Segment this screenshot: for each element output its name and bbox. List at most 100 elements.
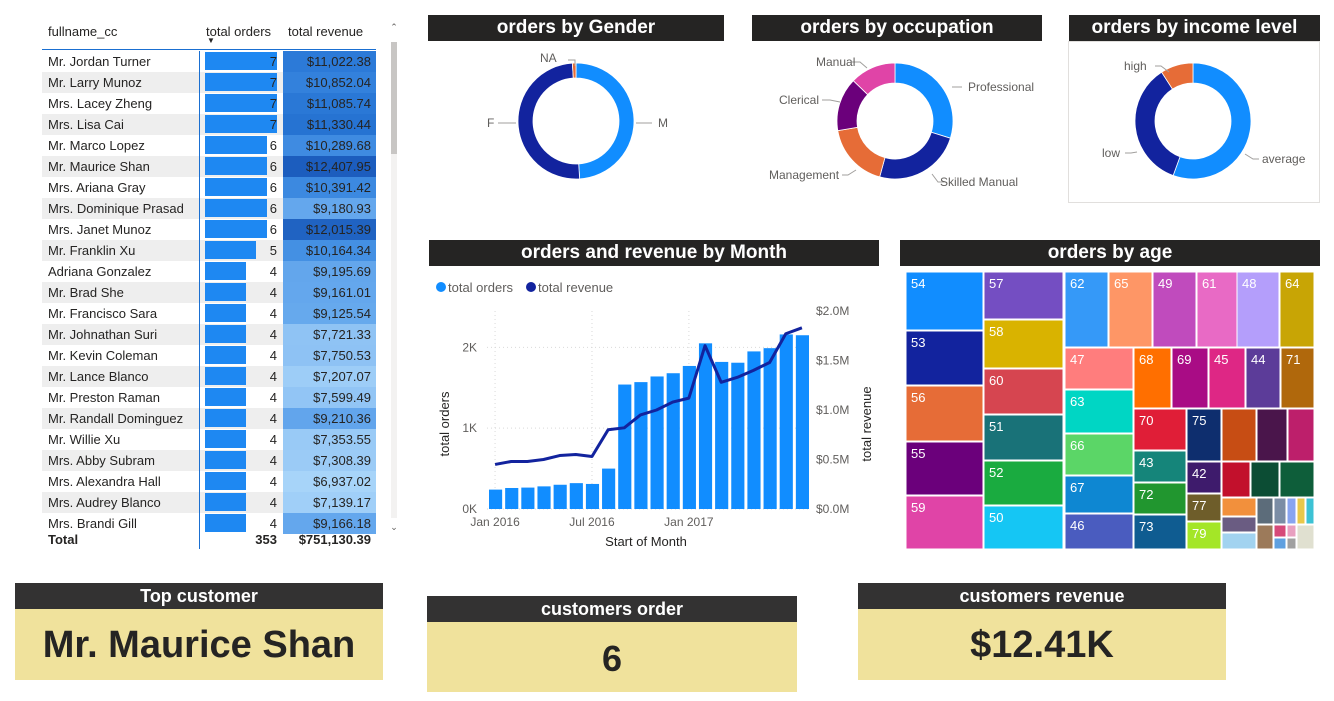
treemap-tile-age-53[interactable] — [905, 330, 984, 386]
treemap-tile-age-73[interactable] — [1133, 514, 1187, 550]
treemap-tile-age-61[interactable] — [1196, 271, 1238, 348]
treemap-tile-age-46[interactable] — [1064, 513, 1134, 550]
orders-bar[interactable] — [618, 384, 632, 509]
treemap-tile-age-65[interactable] — [1108, 271, 1153, 348]
orders-bar[interactable] — [489, 489, 503, 509]
orders-bar[interactable] — [698, 343, 713, 509]
treemap-tile-age-72[interactable] — [1133, 482, 1187, 515]
orders-revenue-combo-chart[interactable]: total orders total revenue 0K 1K 2K $0.0M $0… — [429, 268, 879, 558]
donut-slice-professional[interactable] — [894, 62, 954, 139]
treemap-tile[interactable] — [1296, 524, 1315, 550]
table-row[interactable]: Mrs. Dominique Prasad 6 $9,180.93 — [42, 198, 376, 219]
treemap-tile-age-47[interactable] — [1064, 347, 1134, 390]
table-row[interactable]: Mrs. Lisa Cai 7 $11,330.44 — [42, 114, 376, 135]
orders-bar[interactable] — [553, 484, 567, 509]
treemap-tile-age-77[interactable] — [1186, 493, 1222, 522]
treemap-tile[interactable] — [1273, 537, 1287, 550]
revenue-line-path[interactable] — [494, 326, 803, 466]
table-row[interactable]: Mr. Kevin Coleman 4 $7,750.53 — [42, 345, 376, 366]
treemap-tile[interactable] — [1286, 537, 1297, 550]
occupation-donut-chart[interactable]: Manual Professional Clerical Management … — [752, 42, 1052, 192]
treemap-tile-age-51[interactable] — [983, 414, 1064, 461]
treemap-tile[interactable] — [1287, 408, 1315, 462]
treemap-tile-age-42[interactable] — [1186, 461, 1222, 494]
treemap-tile-age-54[interactable] — [905, 271, 984, 331]
treemap-tile-age-48[interactable] — [1236, 271, 1280, 348]
donut-slice-m[interactable] — [575, 62, 635, 180]
donut-slice-manual[interactable] — [852, 62, 896, 96]
table-row[interactable]: Mr. Brad She 4 $9,161.01 — [42, 282, 376, 303]
treemap-tile-age-68[interactable] — [1133, 347, 1172, 409]
treemap-tile[interactable] — [1250, 461, 1280, 498]
donut-slice-na[interactable] — [571, 62, 577, 79]
header-total-orders[interactable]: total orders — [206, 24, 272, 39]
table-row[interactable]: Mr. Randall Dominguez 4 $9,210.36 — [42, 408, 376, 429]
treemap-tile[interactable] — [1221, 532, 1257, 550]
orders-bar[interactable] — [682, 365, 696, 509]
treemap-tile-age-50[interactable] — [983, 505, 1064, 550]
treemap-tile[interactable] — [1305, 497, 1315, 525]
treemap-tile-age-55[interactable] — [905, 441, 984, 496]
scroll-track[interactable] — [391, 42, 397, 518]
sort-descending-icon[interactable]: ▼ — [207, 36, 215, 45]
orders-bar[interactable] — [666, 373, 680, 509]
treemap-tile-age-43[interactable] — [1133, 450, 1187, 483]
donut-slice-skilled-manual[interactable] — [879, 131, 951, 180]
treemap-tile-age-69[interactable] — [1171, 347, 1209, 409]
treemap-tile[interactable] — [1296, 497, 1306, 525]
table-row[interactable]: Mr. Francisco Sara 4 $9,125.54 — [42, 303, 376, 324]
treemap-tile[interactable] — [1286, 497, 1297, 525]
table-row[interactable]: Mr. Lance Blanco 4 $7,207.07 — [42, 366, 376, 387]
table-row[interactable]: Mrs. Abby Subram 4 $7,308.39 — [42, 450, 376, 471]
orders-bar[interactable] — [715, 361, 729, 509]
treemap-tile-age-71[interactable] — [1280, 347, 1315, 409]
gender-donut-chart[interactable]: NA F M — [428, 42, 724, 192]
treemap-tile[interactable] — [1221, 516, 1257, 533]
orders-bar[interactable] — [505, 487, 519, 509]
customer-table[interactable]: fullname_cc total orders total revenue ▼… — [42, 14, 402, 552]
table-row[interactable]: Mrs. Lacey Zheng 7 $11,085.74 — [42, 93, 376, 114]
treemap-tile-age-60[interactable] — [983, 368, 1064, 415]
income-donut-chart[interactable]: high low average — [1069, 42, 1320, 202]
scroll-down-icon[interactable]: ⌄ — [390, 522, 398, 532]
orders-bar[interactable] — [537, 486, 551, 509]
table-row[interactable]: Mr. Larry Munoz 7 $10,852.04 — [42, 72, 376, 93]
treemap-tile-age-52[interactable] — [983, 460, 1064, 506]
treemap-tile[interactable] — [1221, 408, 1257, 462]
table-row[interactable]: Mrs. Alexandra Hall 4 $6,937.02 — [42, 471, 376, 492]
table-row[interactable]: Mr. Maurice Shan 6 $12,407.95 — [42, 156, 376, 177]
table-row[interactable]: Adriana Gonzalez 4 $9,195.69 — [42, 261, 376, 282]
orders-bar[interactable] — [602, 468, 616, 509]
table-row[interactable]: Mrs. Audrey Blanco 4 $7,139.17 — [42, 492, 376, 513]
treemap-tile[interactable] — [1256, 408, 1288, 462]
treemap-tile[interactable] — [1286, 524, 1297, 538]
table-row[interactable]: Mrs. Brandi Gill 4 $9,166.18 — [42, 513, 376, 534]
orders-bar[interactable] — [521, 487, 535, 509]
table-row[interactable]: Mr. Marco Lopez 6 $10,289.68 — [42, 135, 376, 156]
orders-bar[interactable] — [763, 348, 777, 509]
treemap-tile-age-64[interactable] — [1279, 271, 1315, 348]
scroll-up-icon[interactable]: ⌃ — [390, 22, 398, 32]
header-total-revenue[interactable]: total revenue — [288, 24, 364, 39]
treemap-tile-age-70[interactable] — [1133, 408, 1187, 451]
treemap-tile-age-79[interactable] — [1186, 521, 1222, 550]
donut-slice-management[interactable] — [837, 126, 886, 178]
table-row[interactable]: Mrs. Janet Munoz 6 $12,015.39 — [42, 219, 376, 240]
orders-bar[interactable] — [779, 334, 793, 509]
treemap-tile-age-57[interactable] — [983, 271, 1064, 320]
orders-bar[interactable] — [795, 335, 809, 509]
treemap-tile[interactable] — [1273, 524, 1287, 538]
orders-bar[interactable] — [747, 351, 761, 509]
treemap-tile-age-75[interactable] — [1186, 408, 1222, 462]
treemap-tile-age-63[interactable] — [1064, 389, 1134, 434]
table-row[interactable]: Mr. Willie Xu 4 $7,353.55 — [42, 429, 376, 450]
orders-bar[interactable] — [650, 376, 664, 509]
donut-slice-high[interactable] — [1161, 62, 1194, 90]
treemap-tile[interactable] — [1256, 497, 1274, 525]
donut-slice-f[interactable] — [517, 62, 581, 180]
treemap-tile[interactable] — [1221, 497, 1257, 517]
table-row[interactable]: Mr. Johnathan Suri 4 $7,721.33 — [42, 324, 376, 345]
treemap-tile-age-62[interactable] — [1064, 271, 1109, 348]
table-row[interactable]: Mr. Preston Raman 4 $7,599.49 — [42, 387, 376, 408]
treemap-tile[interactable] — [1221, 461, 1251, 498]
